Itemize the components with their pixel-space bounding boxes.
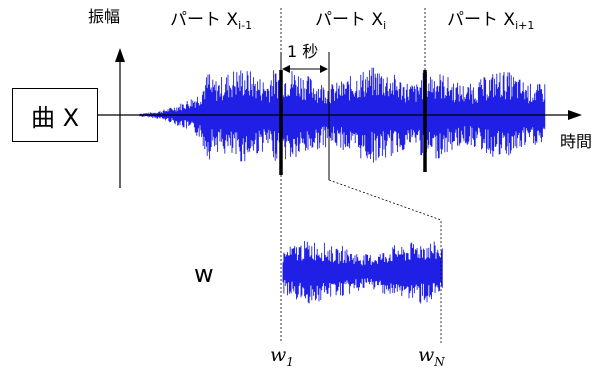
part-curr-subscript: i (383, 19, 387, 32)
w-last-subscript: N (434, 355, 445, 369)
part-label-previous: パート Xi-1 (170, 10, 253, 32)
window-wave-trace (282, 241, 443, 304)
w-first-subscript: 1 (286, 355, 294, 369)
window-waveform (282, 241, 443, 304)
window-first-sample-label: w1 (270, 344, 294, 369)
time-axis-label: 時間 (560, 132, 593, 151)
song-label: 曲 X (30, 103, 80, 132)
song-box: 曲 X (12, 88, 98, 142)
one-second-arrowhead-right (320, 65, 328, 73)
part-label-current: パート Xi (315, 10, 387, 32)
zoom-connector-right (328, 179, 442, 343)
w-last-base: w (418, 344, 435, 366)
window-last-sample-label: wN (418, 344, 445, 369)
amplitude-axis-label: 振幅 (88, 7, 121, 26)
part-label-next: パート Xi+1 (447, 10, 535, 32)
part-prev-prefix: パート X (170, 10, 239, 30)
part-next-subscript: i+1 (515, 19, 535, 32)
window-symbol: w (194, 260, 214, 288)
part-next-prefix: パート X (447, 10, 516, 30)
one-second-arrowhead-left (282, 65, 290, 73)
part-curr-prefix: パート X (315, 10, 384, 30)
amplitude-axis-arrowhead (115, 48, 125, 62)
w-first-base: w (270, 344, 287, 366)
part-prev-subscript: i-1 (238, 19, 253, 32)
one-second-label: 1 秒 (287, 42, 319, 61)
time-axis-arrowhead (568, 110, 582, 120)
